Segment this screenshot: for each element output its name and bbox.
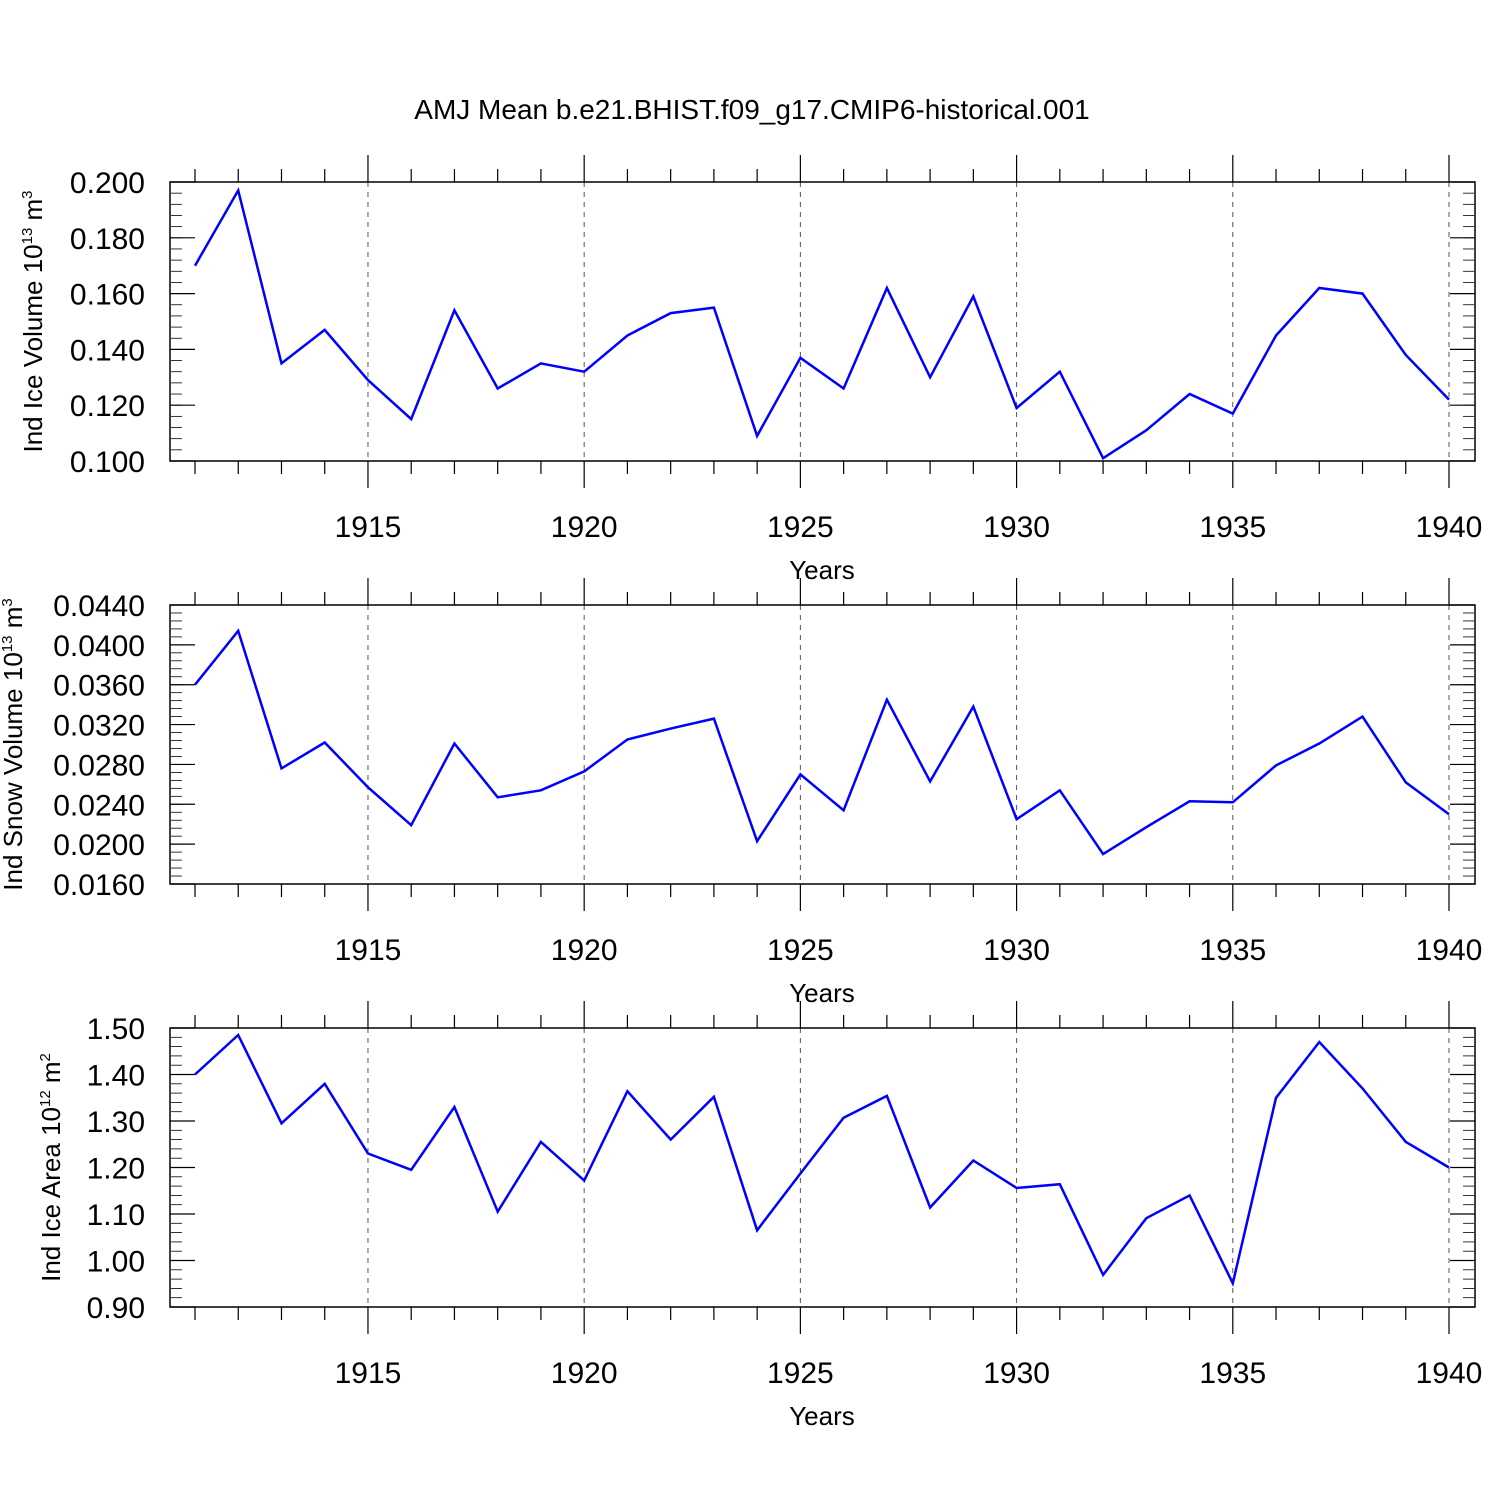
y-tick-label: 1.40 — [87, 1060, 145, 1093]
y-tick-label: 1.10 — [87, 1199, 145, 1232]
y-axis-title-exponent: 13 — [0, 636, 16, 653]
y-tick-label: 0.100 — [70, 446, 145, 479]
y-axis-title-text: Ind Ice Area 10 — [36, 1107, 66, 1282]
x-tick-label: 1925 — [767, 511, 834, 544]
y-tick-label: 1.30 — [87, 1106, 145, 1139]
y-axis-title: Ind Ice Area 1012 m2 — [36, 1053, 66, 1282]
x-tick-label: 1935 — [1199, 511, 1266, 544]
x-tick-label: 1915 — [335, 934, 402, 967]
chart-panel-2: 1915 1920 1925 1930 1935 1940 Years 0.0160 0.020… — [0, 578, 1482, 1008]
y-tick-label: 0.120 — [70, 390, 145, 423]
y-axis-title-unit: m — [36, 1061, 66, 1090]
plot-frame — [169, 1027, 1476, 1308]
y-tick-label: 0.0360 — [53, 670, 145, 703]
x-tick-label: 1930 — [983, 511, 1050, 544]
y-tick-label: 0.0160 — [53, 869, 145, 902]
x-tick-label: 1935 — [1199, 934, 1266, 967]
y-tick-label: 0.0280 — [53, 749, 145, 782]
y-axis-title-unit-exponent: 2 — [37, 1053, 54, 1061]
y-axis-title-exponent: 13 — [19, 228, 36, 245]
y-axis-title-text: Ind Snow Volume 10 — [0, 652, 28, 891]
y-tick-label: 0.0240 — [53, 789, 145, 822]
y-tick-label: 0.0440 — [53, 590, 145, 623]
x-tick-label: 1935 — [1199, 1357, 1266, 1390]
x-tick-label: 1940 — [1416, 934, 1483, 967]
y-tick-label: 1.00 — [87, 1246, 145, 1279]
y-tick-label: 0.140 — [70, 334, 145, 367]
x-tick-label: 1925 — [767, 1357, 834, 1390]
x-tick-label: 1925 — [767, 934, 834, 967]
y-tick-label: 1.20 — [87, 1153, 145, 1186]
y-tick-label: 0.90 — [87, 1292, 145, 1325]
x-tick-label: 1920 — [551, 934, 618, 967]
x-tick-label: 1940 — [1416, 1357, 1483, 1390]
x-tick-label: 1930 — [983, 1357, 1050, 1390]
x-tick-label: 1915 — [335, 1357, 402, 1390]
y-axis-title: Ind Snow Volume 1013 m3 — [0, 598, 28, 890]
y-axis-title-text: Ind Ice Volume 10 — [18, 244, 48, 452]
x-axis-title: Years — [789, 1401, 855, 1431]
y-axis-title-unit-exponent: 3 — [0, 598, 16, 606]
series-line — [194, 628, 1450, 856]
x-tick-label: 1920 — [551, 511, 618, 544]
y-tick-label: 0.200 — [70, 167, 145, 200]
x-axis-title: Years — [789, 978, 855, 1008]
y-tick-label: 0.180 — [70, 223, 145, 256]
plot-frame — [169, 181, 1476, 462]
x-tick-label: 1940 — [1416, 511, 1483, 544]
x-tick-label: 1930 — [983, 934, 1050, 967]
x-tick-label: 1915 — [335, 511, 402, 544]
chart-title: AMJ Mean b.e21.BHIST.f09_g17.CMIP6-histo… — [414, 94, 1089, 125]
y-axis-title-unit-exponent: 3 — [19, 190, 36, 198]
y-tick-label: 1.50 — [87, 1013, 145, 1046]
chart-panel-3: 1915 1920 1925 1930 1935 1940 Years 0.90 1.00 1.1… — [36, 1001, 1482, 1431]
plot-frame — [169, 604, 1476, 885]
series-line — [194, 1032, 1450, 1287]
y-tick-label: 0.0400 — [53, 630, 145, 663]
y-axis-title-unit: m — [18, 199, 48, 228]
x-tick-label: 1920 — [551, 1357, 618, 1390]
series-line — [193, 187, 1450, 461]
y-axis-title: Ind Ice Volume 1013 m3 — [18, 190, 48, 452]
y-axis-title-exponent: 12 — [37, 1090, 54, 1107]
x-axis-title: Years — [789, 555, 855, 585]
y-tick-label: 0.160 — [70, 279, 145, 312]
y-tick-label: 0.0200 — [53, 829, 145, 862]
y-tick-label: 0.0320 — [53, 710, 145, 743]
chart-panel-1: 1915 1920 1925 1930 1935 1940 Years 0.100 0.120 0… — [18, 155, 1482, 585]
y-axis-title-unit: m — [0, 607, 28, 636]
